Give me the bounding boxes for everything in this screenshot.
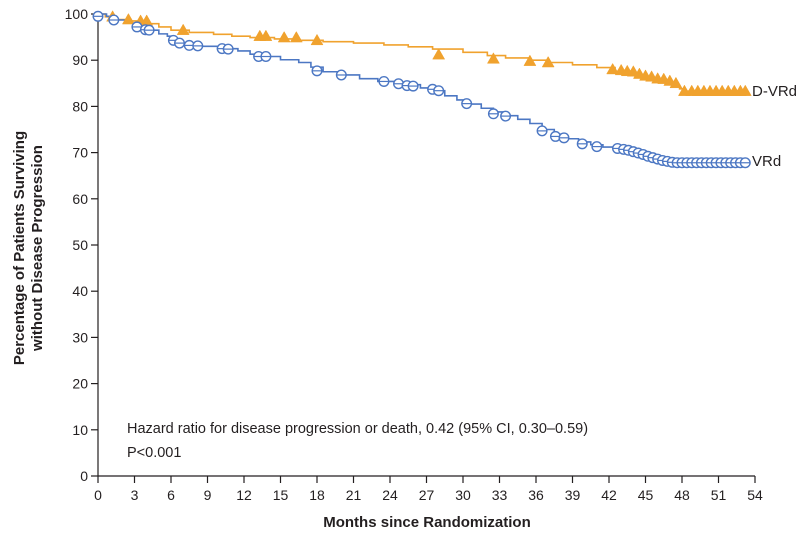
x-tick-label: 36 [528,487,544,503]
censor-mark-vrd [549,130,561,142]
censor-mark-vrd [576,138,588,150]
x-axis-title: Months since Randomization [323,514,531,531]
censor-mark-dvrd [176,23,190,35]
x-tick-label: 21 [346,487,362,503]
x-tick-label: 39 [565,487,581,503]
censor-mark-vrd [433,85,445,97]
x-tick-label: 15 [273,487,289,503]
y-tick-label: 60 [72,191,88,207]
y-axis-title-line2: without Disease Progression [29,145,46,352]
curve-vrd [98,13,747,164]
y-axis-title-line1: Percentage of Patients Surviving [11,131,28,365]
censor-mark-vrd [174,37,186,49]
censor-mark-vrd [311,65,323,77]
censor-mark-dvrd [259,29,273,41]
censor-mark-vrd [500,110,512,122]
y-tick-label: 10 [72,422,88,438]
censor-mark-dvrd [669,76,683,89]
censor-mark-dvrd [738,84,752,96]
y-tick-label: 90 [72,52,88,68]
censor-mark-dvrd [523,54,537,66]
x-tick-label: 18 [309,487,325,503]
censor-mark-vrd [461,98,473,110]
censor-mark-vrd [536,125,548,137]
x-tick-label: 0 [94,487,102,503]
y-tick-label: 70 [72,145,88,161]
x-tick-label: 12 [236,487,252,503]
x-tick-label: 3 [131,487,139,503]
censor-mark-vrd [143,24,155,36]
censor-mark-vrd [739,157,751,169]
x-tick-label: 24 [382,487,398,503]
censor-mark-vrd [378,75,390,87]
censor-mark-dvrd [606,62,620,75]
x-tick-label: 6 [167,487,175,503]
censor-mark-vrd [260,51,272,63]
x-tick-label: 51 [711,487,727,503]
y-tick-label: 50 [72,237,88,253]
x-tick-label: 45 [638,487,654,503]
censor-mark-dvrd [541,56,555,68]
x-tick-label: 42 [601,487,617,503]
censor-mark-dvrd [289,31,303,43]
censor-mark-vrd [192,40,204,52]
censor-mark-dvrd [310,33,324,46]
censor-mark-vrd [222,43,234,55]
y-tick-label: 20 [72,376,88,392]
x-tick-label: 30 [455,487,471,503]
p-value-annotation: P<0.001 [127,445,181,461]
censor-mark-dvrd [277,31,291,43]
censor-markers [92,10,752,169]
censor-mark-dvrd [121,13,135,25]
x-tick-label: 33 [492,487,508,503]
hazard-ratio-annotation: Hazard ratio for disease progression or … [127,421,588,437]
y-tick-label: 30 [72,329,88,345]
censor-mark-vrd [407,80,419,92]
censor-mark-vrd [591,141,603,153]
y-axis-title: Percentage of Patients Surviving without… [11,131,46,365]
survival-curves [98,13,747,164]
y-tick-label: 80 [72,98,88,114]
x-tick-label: 48 [674,487,690,503]
series-label-vrd: VRd [752,153,781,170]
censor-mark-vrd [558,132,570,144]
y-tick-label: 40 [72,283,88,299]
censor-mark-vrd [487,108,499,120]
censor-mark-vrd [108,14,120,26]
censor-mark-vrd [92,10,104,22]
x-tick-label: 27 [419,487,435,503]
x-tick-label: 9 [204,487,212,503]
x-tick-label: 54 [747,487,763,503]
censor-mark-dvrd [486,52,500,64]
chart-labels: Months since Randomization Percentage of… [11,83,797,531]
y-tick-label: 0 [80,468,88,484]
censor-mark-vrd [335,69,347,81]
censor-mark-dvrd [432,48,446,60]
y-tick-label: 100 [65,6,89,22]
series-label-dvrd: D-VRd [752,83,797,100]
